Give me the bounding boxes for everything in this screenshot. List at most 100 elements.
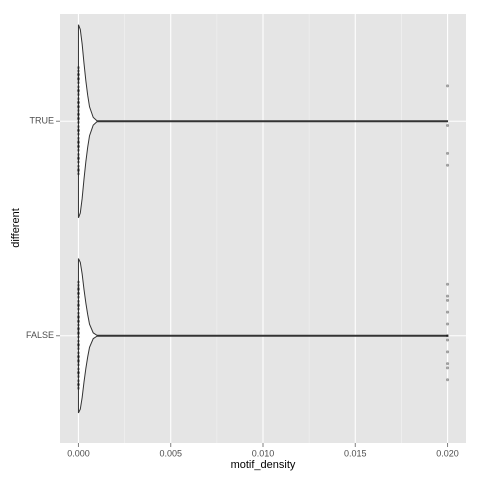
x-tick-label: 0.020 [436, 448, 459, 458]
point [76, 386, 80, 390]
point [76, 332, 80, 336]
point [76, 319, 80, 323]
point [76, 164, 80, 168]
point [76, 76, 80, 80]
y-tick-label: FALSE [26, 330, 54, 340]
point [76, 326, 80, 330]
point [76, 292, 80, 296]
point [76, 73, 80, 77]
x-tick-label: 0.015 [344, 448, 367, 458]
point [76, 148, 80, 152]
point [76, 156, 80, 160]
point [76, 295, 80, 299]
point [76, 72, 80, 76]
point [76, 327, 80, 331]
point [76, 88, 80, 92]
point [76, 280, 80, 284]
y-tick-label: TRUE [30, 116, 55, 126]
x-tick-label: 0.005 [159, 448, 182, 458]
point [76, 303, 80, 307]
y-axis-title: different [10, 208, 22, 248]
point [446, 322, 450, 326]
point [76, 144, 80, 148]
point [76, 339, 80, 343]
point [76, 335, 80, 339]
point [76, 347, 80, 351]
point [76, 116, 80, 120]
point [76, 343, 80, 347]
point [76, 104, 80, 108]
point [76, 342, 80, 346]
point [76, 311, 80, 315]
point [76, 128, 80, 132]
point [76, 89, 80, 93]
point [76, 145, 80, 149]
point [76, 69, 80, 73]
point [446, 334, 450, 338]
point [76, 354, 80, 358]
point [76, 323, 80, 327]
point [76, 85, 80, 89]
point [76, 140, 80, 144]
point [446, 310, 450, 314]
point [446, 378, 450, 382]
point [76, 383, 80, 387]
point [76, 304, 80, 308]
point [76, 81, 80, 85]
point [446, 151, 450, 155]
point [76, 382, 80, 386]
point [76, 371, 80, 375]
point [76, 136, 80, 140]
point [76, 77, 80, 81]
point [76, 379, 80, 383]
point [76, 363, 80, 367]
point [76, 291, 80, 295]
point [446, 298, 450, 302]
point [76, 375, 80, 379]
point [446, 84, 450, 88]
point [76, 370, 80, 374]
point [76, 120, 80, 124]
point [446, 366, 450, 370]
point [76, 109, 80, 113]
point [76, 66, 80, 70]
point [76, 100, 80, 104]
x-tick-label: 0.010 [252, 448, 275, 458]
x-tick-label: 0.000 [67, 448, 90, 458]
point [76, 314, 80, 318]
point [76, 320, 80, 324]
point [446, 338, 450, 342]
point [76, 299, 80, 303]
point [76, 105, 80, 109]
point [446, 362, 450, 366]
point [76, 331, 80, 335]
point [76, 160, 80, 164]
point [76, 168, 80, 172]
violin [77, 258, 449, 414]
point [446, 294, 450, 298]
point [76, 288, 80, 292]
point [76, 283, 80, 287]
point [76, 125, 80, 129]
point [76, 129, 80, 133]
point [76, 157, 80, 161]
point [76, 101, 80, 105]
point [76, 358, 80, 362]
point [76, 132, 80, 136]
point [76, 152, 80, 156]
point [76, 141, 80, 145]
point [76, 359, 80, 363]
violin [77, 24, 449, 218]
point [76, 172, 80, 176]
point [76, 351, 80, 355]
point [76, 92, 80, 96]
point [76, 307, 80, 311]
point [76, 112, 80, 116]
point [446, 124, 450, 128]
point [446, 163, 450, 167]
point [446, 282, 450, 286]
point [76, 287, 80, 291]
x-axis-title: motif_density [231, 459, 296, 471]
